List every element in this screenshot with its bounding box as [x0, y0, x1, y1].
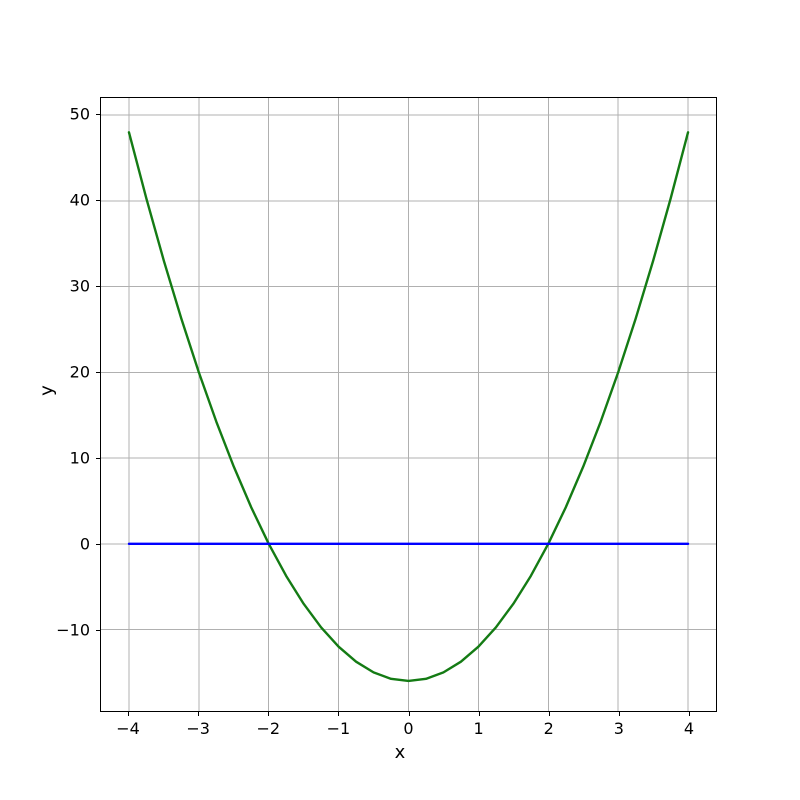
- y-tick-label: 30: [69, 276, 90, 296]
- y-tick-label: 50: [69, 104, 90, 124]
- x-tick-mark: [268, 712, 270, 716]
- y-tick-label: −10: [56, 620, 90, 640]
- y-tick-label: 0: [79, 534, 90, 554]
- x-tick-label: 4: [683, 719, 695, 738]
- x-tick-mark: [688, 712, 690, 716]
- y-tick-mark: [96, 630, 100, 632]
- y-tick-mark: [96, 200, 100, 202]
- x-tick-mark: [618, 712, 620, 716]
- plot-area: [100, 97, 717, 712]
- x-tick-mark: [478, 712, 480, 716]
- x-tick-mark: [338, 712, 340, 716]
- y-tick-label: 10: [69, 448, 90, 468]
- y-tick-label: 40: [69, 190, 90, 210]
- x-tick-label: −1: [326, 719, 351, 738]
- y-tick-mark: [96, 544, 100, 546]
- y-tick-label: 20: [69, 362, 90, 382]
- x-tick-label: −4: [116, 719, 140, 738]
- x-tick-label: 0: [403, 719, 414, 738]
- x-tick-mark: [408, 712, 410, 716]
- x-axis-label: x: [394, 742, 406, 763]
- series-parabola: [127, 131, 690, 683]
- y-tick-mark: [96, 458, 100, 460]
- x-tick-mark: [128, 712, 130, 716]
- x-tick-mark: [548, 712, 550, 716]
- x-tick-label: 2: [543, 719, 554, 738]
- y-tick-mark: [96, 114, 100, 116]
- y-tick-mark: [96, 286, 100, 288]
- x-tick-label: −3: [186, 719, 210, 738]
- x-tick-label: 1: [473, 719, 484, 738]
- data-layer: [127, 131, 690, 683]
- y-tick-mark: [96, 372, 100, 374]
- x-tick-mark: [198, 712, 200, 716]
- x-tick-label: 3: [613, 719, 624, 738]
- x-tick-label: −2: [256, 719, 281, 738]
